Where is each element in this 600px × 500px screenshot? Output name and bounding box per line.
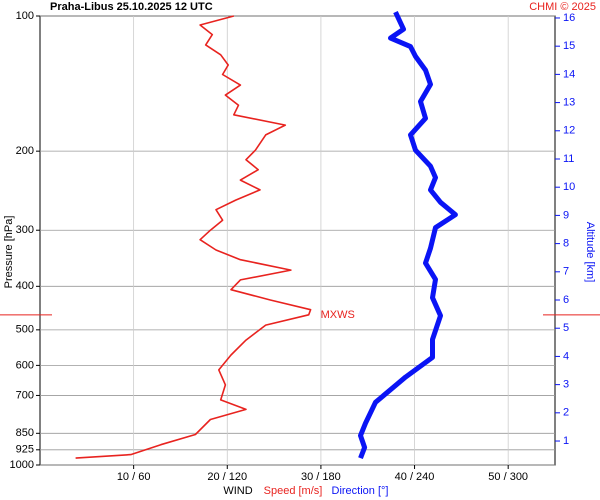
y2-tick-label: 11 xyxy=(563,153,574,165)
y-tick-label: 100 xyxy=(16,10,34,22)
y-tick-label: 300 xyxy=(16,224,34,236)
y2-tick-label: 14 xyxy=(563,68,575,80)
y2-tick-label: 12 xyxy=(563,125,575,137)
y-tick-label: 850 xyxy=(16,427,34,439)
y-tick-label: 1000 xyxy=(10,459,34,471)
x-axis-label-direction: Direction [°] xyxy=(332,485,389,497)
x-axis-label-speed: Speed [m/s] xyxy=(264,485,323,497)
x-axis-label: WIND xyxy=(223,485,252,497)
y-tick-label: 200 xyxy=(16,145,34,157)
annotation: MXWS xyxy=(321,309,355,321)
y2-tick-label: 16 xyxy=(563,12,575,24)
y2-tick-label: 8 xyxy=(563,238,569,250)
y-tick-label: 700 xyxy=(16,389,34,401)
y2-tick-label: 10 xyxy=(563,181,575,193)
chart-title: Praha-Libus 25.10.2025 12 UTC xyxy=(50,1,213,13)
y2-tick-label: 3 xyxy=(563,379,569,391)
x-tick-label: 20 / 120 xyxy=(207,471,247,483)
y2-tick-label: 4 xyxy=(563,350,569,362)
y2-axis-label: Altitude [km] xyxy=(584,222,596,283)
y-tick-label: 925 xyxy=(16,444,34,456)
y2-tick-label: 13 xyxy=(563,96,575,108)
y-tick-label: 600 xyxy=(16,359,34,371)
y-tick-label: 400 xyxy=(16,280,34,292)
credit: CHMI © 2025 xyxy=(529,1,596,13)
y2-tick-label: 2 xyxy=(563,407,569,419)
y2-tick-label: 1 xyxy=(563,435,569,447)
x-tick-label: 50 / 300 xyxy=(488,471,528,483)
y2-tick-label: 7 xyxy=(563,266,569,278)
y2-tick-label: 9 xyxy=(563,209,569,221)
x-tick-label: 10 / 60 xyxy=(117,471,151,483)
y2-tick-label: 6 xyxy=(563,294,569,306)
y2-tick-label: 5 xyxy=(563,322,569,334)
y-axis-label: Pressure [hPa] xyxy=(3,216,15,289)
series-line xyxy=(358,11,458,460)
y-tick-label: 500 xyxy=(16,324,34,336)
x-tick-label: 30 / 180 xyxy=(301,471,341,483)
series-line xyxy=(75,15,312,459)
x-tick-label: 40 / 240 xyxy=(395,471,435,483)
y2-tick-label: 15 xyxy=(563,40,575,52)
plot-frame xyxy=(39,15,556,466)
